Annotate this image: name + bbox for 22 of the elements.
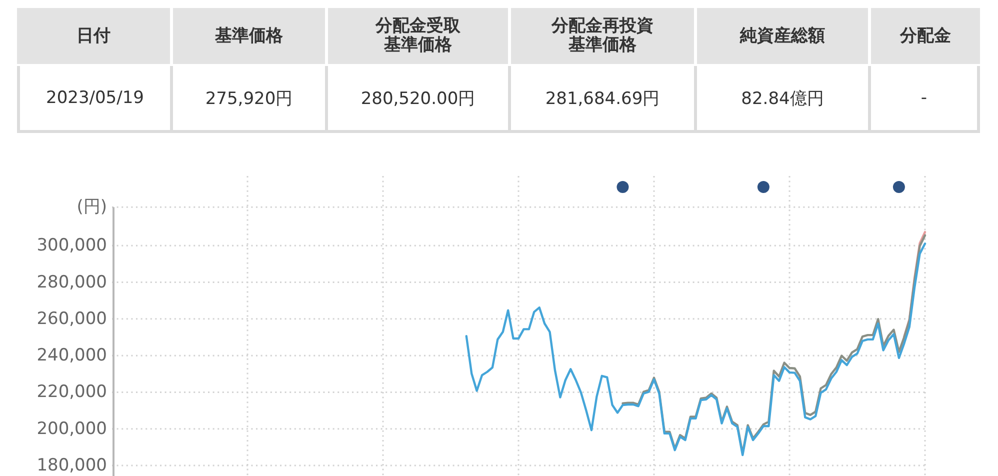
line-series (903, 230, 926, 338)
cell-text: 281,684.69円 (545, 88, 660, 110)
ytick: 260,000 (36, 308, 107, 329)
ytick: 220,000 (36, 382, 107, 402)
cell-text: 82.84億円 (741, 88, 824, 110)
ytick: 180,000 (36, 456, 107, 476)
ytick: 280,000 (36, 272, 107, 292)
header: 基準価格 (215, 26, 283, 46)
header: 分配金 (900, 26, 951, 46)
cell-text: 275,920円 (205, 88, 293, 110)
header: 分配金再投資基準価格 (550, 17, 654, 55)
ytick: 300,000 (36, 236, 107, 256)
header: 分配金受取基準価格 (374, 17, 462, 55)
cell: - (920, 88, 928, 108)
header: 純資産総額 (740, 26, 825, 46)
ytick: 240,000 (36, 346, 107, 366)
header: 日付 (76, 26, 110, 46)
ylabel: (円) (76, 197, 107, 218)
cell: 2023/05/19 (46, 88, 144, 108)
cell-text: 280,520.00円 (360, 88, 476, 110)
ytick: 200,000 (36, 418, 107, 439)
line-series (465, 242, 926, 456)
